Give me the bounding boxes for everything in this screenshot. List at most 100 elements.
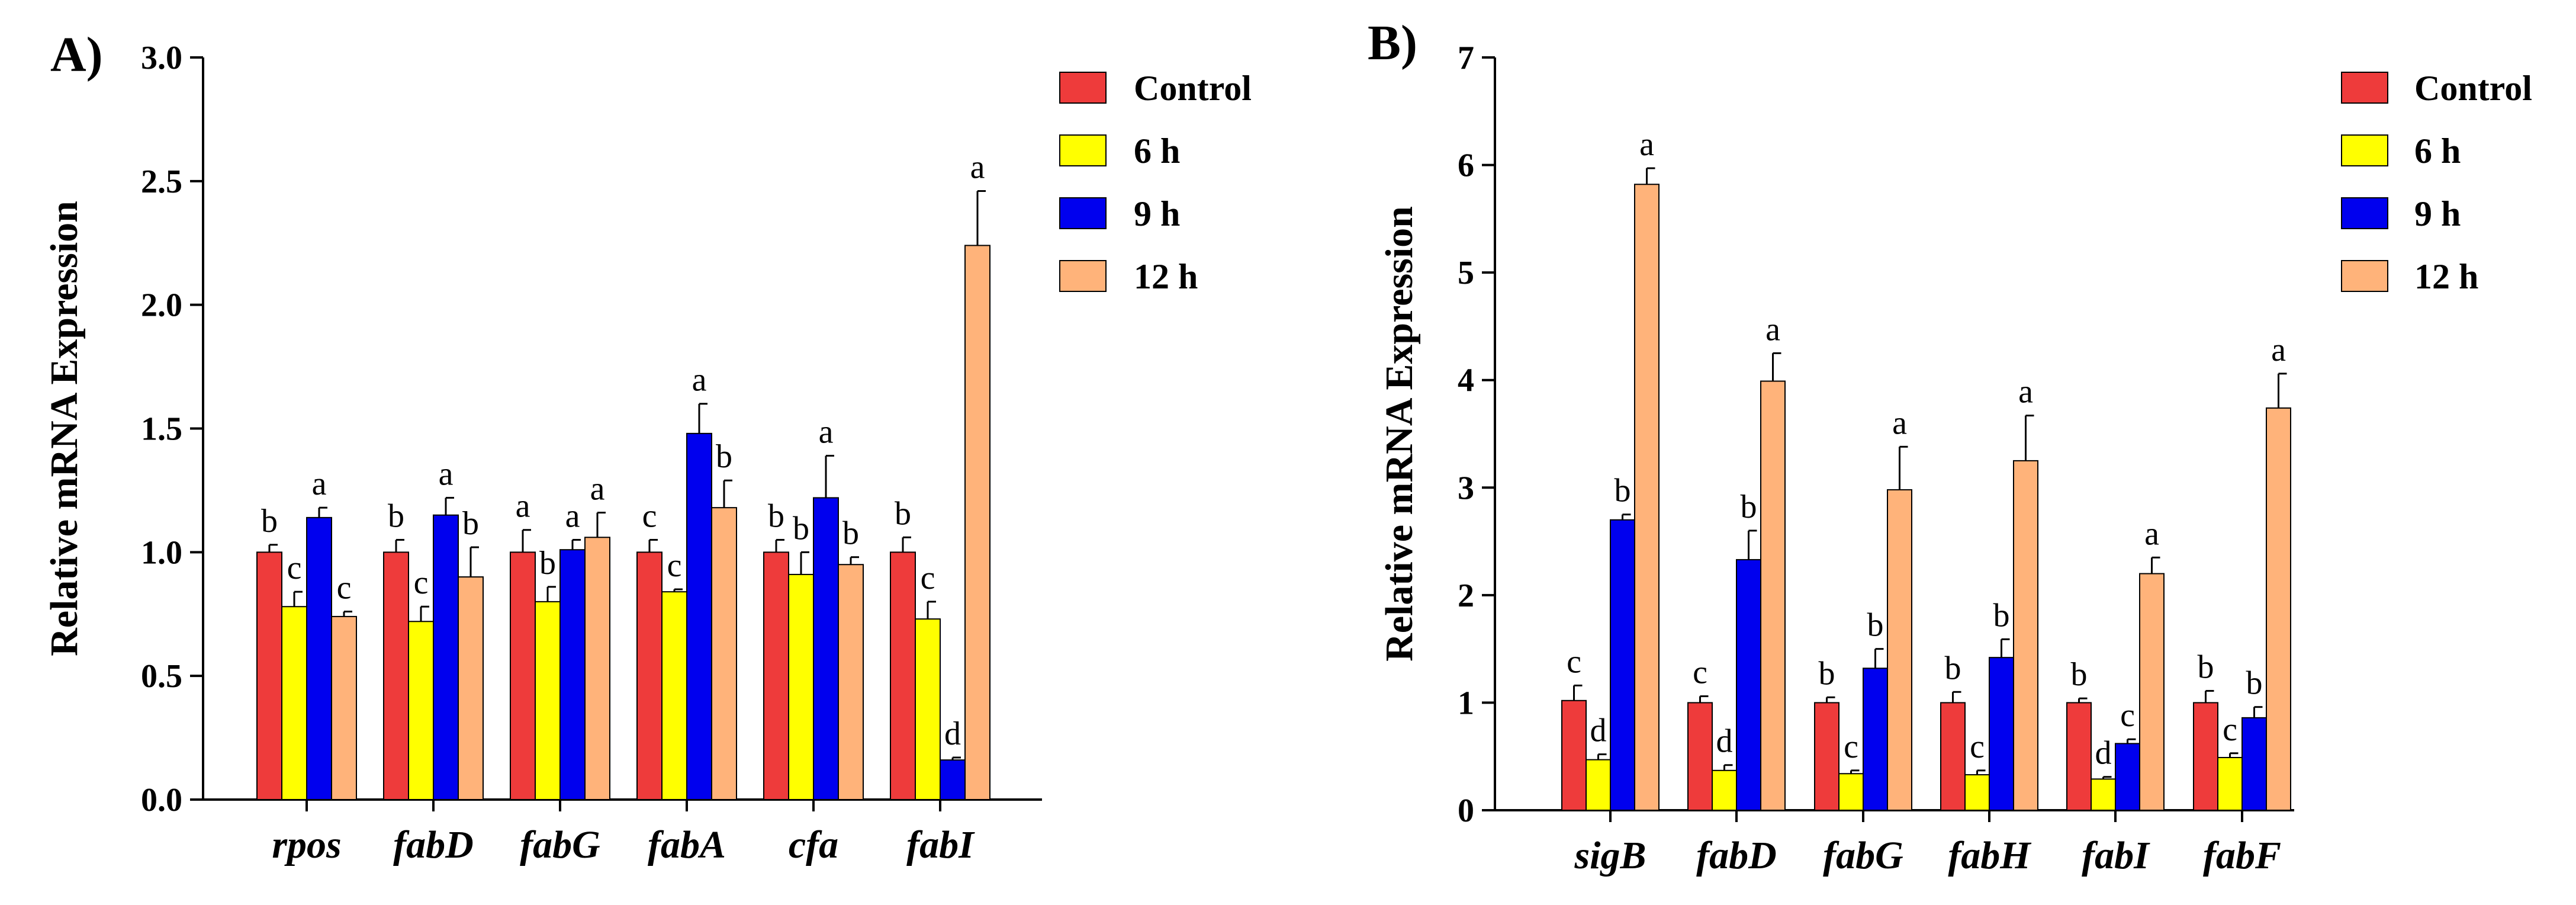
significance-letter: a — [439, 455, 454, 492]
significance-letter: c — [667, 547, 682, 584]
y-tick-label: 5 — [1458, 255, 1474, 291]
bar-a-rpos-control — [256, 551, 282, 800]
significance-letter: a — [2271, 332, 2286, 368]
bar-b-fabh-9h — [1989, 657, 2014, 811]
panel-label: B) — [1368, 15, 1417, 70]
significance-letter: a — [1639, 126, 1654, 163]
significance-letter: b — [462, 505, 479, 542]
y-tick-label: 4 — [1458, 362, 1474, 399]
significance-letter: b — [1945, 650, 1961, 686]
y-tick-label: 0.5 — [141, 658, 182, 695]
significance-letter: a — [312, 466, 327, 502]
bar-b-fabh-control — [1940, 702, 1966, 811]
panel-label: A) — [50, 27, 103, 82]
y-tick-label: 1.5 — [141, 411, 182, 448]
bar-a-rpos-9h — [306, 516, 332, 800]
y-tick-label: 1 — [1458, 685, 1474, 721]
bar-b-fabf-9h — [2241, 717, 2267, 811]
y-axis-title: Relative mRNA Expression — [43, 201, 86, 656]
bar-b-fabf-control — [2193, 702, 2218, 811]
significance-letter: b — [2071, 656, 2088, 693]
significance-letter: a — [819, 413, 834, 450]
significance-letter: b — [1993, 597, 2010, 634]
significance-letter: c — [2223, 711, 2237, 748]
bar-a-fabd-6h — [408, 621, 434, 801]
significance-letter: b — [895, 495, 911, 532]
bar-b-sigb-12h — [1634, 184, 1660, 811]
y-tick-label: 2 — [1458, 577, 1474, 614]
y-tick-label: 2.0 — [141, 287, 182, 324]
bar-b-fabi-9h — [2115, 743, 2140, 811]
legend-swatch — [2341, 72, 2388, 104]
bar-b-fabg-12h — [1887, 489, 1912, 811]
significance-letter: b — [1615, 473, 1631, 509]
y-tick-label: 3.0 — [141, 40, 182, 76]
significance-letter: a — [970, 149, 985, 186]
significance-letter: b — [842, 515, 859, 552]
legend-swatch — [2341, 134, 2388, 166]
bar-a-faba-control — [636, 551, 663, 800]
legend-swatch — [1059, 197, 1107, 229]
bar-a-fabd-12h — [458, 576, 484, 800]
y-tick-label: 0 — [1458, 792, 1474, 829]
bar-b-fabg-control — [1814, 702, 1839, 811]
legend-swatch — [1059, 134, 1107, 166]
bar-b-fabh-6h — [1964, 774, 1990, 811]
panel-b: B) Relative mRNA Expression 0 1 2 3 4 5 6 7 sigB c d… — [1368, 15, 2532, 877]
significance-letter: d — [2095, 735, 2112, 772]
significance-letter: b — [2246, 665, 2263, 702]
bar-a-faba-6h — [661, 591, 687, 800]
significance-letter: d — [1590, 713, 1607, 749]
x-tick-label: fabI — [906, 823, 975, 867]
bar-a-fabg-12h — [584, 537, 610, 800]
bar-b-fabi-6h — [2091, 778, 2116, 811]
significance-letter: b — [539, 545, 556, 582]
bar-b-fabd-6h — [1712, 769, 1737, 811]
bar-a-faba-12h — [711, 507, 737, 800]
significance-letter: a — [2144, 515, 2159, 552]
bar-a-cfa-9h — [813, 497, 839, 800]
bar-b-sigb-control — [1561, 699, 1587, 811]
x-tick-label: fabI — [2082, 834, 2150, 877]
y-tick-label: 7 — [1458, 40, 1474, 76]
significance-letter: b — [1867, 607, 1884, 644]
bar-b-fabi-control — [2066, 702, 2092, 811]
y-tick-label: 2.5 — [141, 163, 182, 200]
significance-letter: d — [1716, 723, 1733, 760]
bar-b-fabd-12h — [1760, 380, 1786, 811]
y-tick-label: 1.0 — [141, 534, 182, 571]
y-tick-label: 3 — [1458, 470, 1474, 506]
significance-letter: c — [642, 498, 657, 534]
panel-a: A) Relative mRNA Expression 0.0 0.5 1.0 1.5 2.… — [43, 27, 1252, 867]
significance-letter: a — [1765, 311, 1780, 348]
bar-b-fabd-9h — [1736, 559, 1761, 811]
bar-b-fabg-6h — [1838, 773, 1864, 811]
legend-label: 9 h — [1134, 194, 1180, 233]
legend-label: 9 h — [2414, 194, 2461, 233]
y-tick-label: 6 — [1458, 147, 1474, 184]
significance-letter: b — [716, 438, 732, 475]
bar-b-sigb-9h — [1610, 519, 1635, 811]
x-tick-label: sigB — [1574, 834, 1646, 877]
significance-letter: a — [2018, 374, 2033, 410]
significance-letter: b — [1819, 655, 1835, 692]
significance-letter: c — [921, 560, 935, 596]
bar-a-fabi-12h — [964, 245, 990, 800]
bar-a-fabg-6h — [535, 601, 561, 800]
bar-a-cfa-control — [763, 551, 789, 800]
bar-a-fabg-9h — [559, 549, 586, 800]
legend-label: 6 h — [1134, 131, 1180, 171]
bar-b-fabg-9h — [1863, 667, 1888, 811]
x-tick-label: fabG — [1823, 834, 1903, 877]
x-tick-label: fabD — [393, 823, 474, 867]
y-axis-title: Relative mRNA Expression — [1378, 206, 1421, 662]
x-tick-label: rpos — [272, 823, 341, 867]
legend-label: 6 h — [2414, 131, 2461, 171]
legend-swatch — [1059, 260, 1107, 292]
legend-swatch — [1059, 72, 1107, 104]
x-tick-label: fabD — [1696, 834, 1777, 877]
significance-letter: c — [287, 550, 302, 586]
significance-letter: a — [516, 488, 530, 525]
legend-label: 12 h — [2414, 257, 2478, 296]
